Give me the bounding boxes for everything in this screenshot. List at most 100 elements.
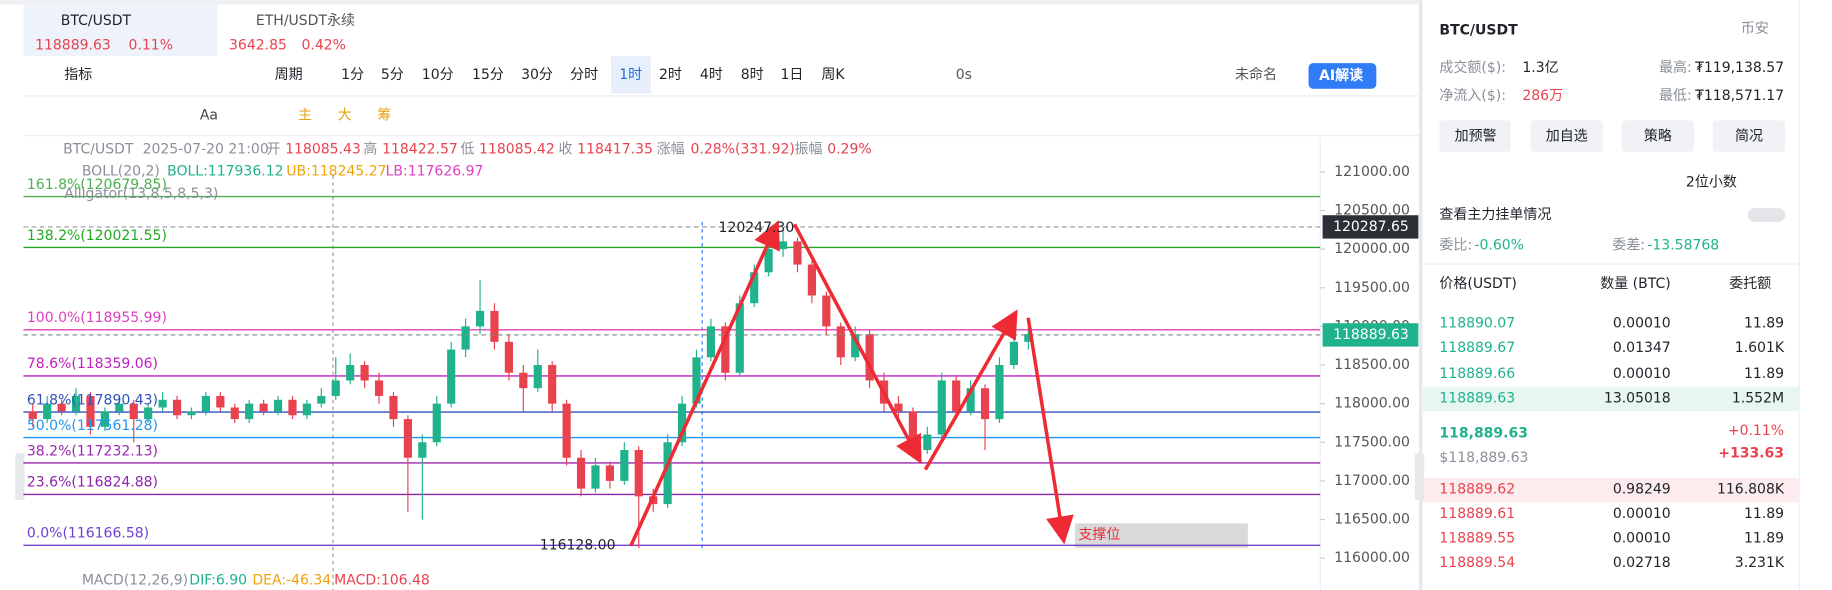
plot	[23, 195, 1321, 549]
exchange: 币安	[1741, 21, 1769, 37]
candle-body	[432, 403, 441, 443]
button-bg[interactable]	[1621, 120, 1695, 152]
tool[interactable]: 筹	[377, 107, 391, 124]
arrow	[792, 223, 922, 465]
candle-body	[245, 403, 254, 420]
tab-price: 3642.85	[229, 38, 287, 54]
tool[interactable]: 主	[298, 108, 312, 124]
scroll-handle[interactable]	[1414, 453, 1425, 501]
order-total: 116.808K	[1717, 482, 1785, 498]
price-tag	[1322, 323, 1419, 347]
candle-body	[793, 241, 802, 265]
ohlc-info: 高	[363, 141, 377, 158]
order-qty: 0.00010	[1613, 316, 1671, 332]
candle-body	[115, 403, 124, 412]
order-total: 11.89	[1744, 506, 1784, 522]
toolbar-button[interactable]: 周期	[275, 67, 303, 83]
indicator-label: DIF:6.90	[189, 573, 247, 589]
interval-button[interactable]: 1分	[341, 67, 364, 83]
interval-button[interactable]: 1时	[619, 67, 642, 83]
fib-label: 0.0%(116166.58)	[27, 526, 149, 542]
order-price: 118889.54	[1439, 555, 1515, 571]
column-header: 价格(USDT)	[1439, 276, 1516, 292]
panel-button[interactable]: 简况	[1735, 128, 1763, 145]
candle-body	[288, 399, 297, 416]
tool[interactable]: Aa	[200, 108, 218, 124]
active-interval-bg	[611, 56, 651, 94]
indicator-label: MACD(12,26,9)	[82, 573, 188, 589]
ohlc-info: 0.28%(331.92)	[691, 142, 795, 158]
candle-body	[952, 380, 961, 412]
candle-body	[764, 249, 773, 273]
indicator-label: UB:118245.27	[286, 164, 386, 180]
fib-label: 138.2%(120021.55)	[27, 228, 167, 244]
ohlc-info: 低	[460, 142, 474, 158]
ai-label[interactable]: AI解读	[1319, 67, 1363, 84]
candle-body	[980, 388, 990, 420]
tool[interactable]: 大	[338, 108, 352, 124]
y-tick-label: 121000.00	[1334, 164, 1410, 180]
order-qty: 0.00010	[1613, 531, 1671, 547]
panel-button[interactable]: 加自选	[1546, 129, 1588, 145]
ohlc-info: 118422.57	[382, 142, 458, 158]
candle-body	[317, 395, 326, 404]
drawn-arrows	[629, 220, 1074, 547]
active-tab[interactable]	[23, 4, 218, 57]
interval-button[interactable]: 5分	[381, 67, 404, 83]
interval-button[interactable]: 周K	[821, 67, 845, 83]
toolbar-button[interactable]: 指标	[64, 67, 92, 83]
last-change: +0.11%	[1728, 423, 1784, 439]
interval-button[interactable]: 30分	[521, 67, 553, 83]
button-bg[interactable]	[1439, 120, 1511, 152]
interval-button[interactable]: 4时	[700, 67, 723, 83]
candle-body	[302, 403, 311, 416]
column-header: 数量 (BTC)	[1600, 276, 1671, 292]
fib-label: 23.6%(116824.88)	[27, 475, 158, 491]
candle-body	[447, 349, 456, 404]
interval-button[interactable]: 分时	[570, 67, 598, 83]
interval-button[interactable]: 8时	[741, 67, 764, 83]
scroll-handle[interactable]	[15, 453, 25, 501]
ohlc-info: 0.29%	[827, 142, 871, 158]
tab-symbol[interactable]: BTC/USDT	[61, 13, 132, 29]
y-tick-label: 116500.00	[1334, 512, 1410, 528]
indicator-label: LB:117626.97	[386, 164, 484, 180]
ai-button[interactable]	[1308, 63, 1377, 89]
order-qty: 0.01347	[1613, 340, 1671, 356]
order-total: 11.89	[1744, 531, 1784, 547]
interval-button[interactable]: 15分	[472, 67, 504, 83]
top-strip	[0, 0, 1420, 5]
candle-body	[374, 380, 384, 396]
panel-button[interactable]: 策略	[1644, 128, 1672, 145]
y-tick-label: 118000.00	[1334, 396, 1410, 412]
candle-body	[778, 241, 788, 250]
candle-body	[28, 411, 37, 420]
toggle[interactable]	[1747, 207, 1786, 222]
candle-body	[677, 403, 687, 443]
button-bg[interactable]	[1530, 120, 1603, 152]
tab-symbol[interactable]: ETH/USDT永续	[256, 12, 355, 29]
candle-body	[735, 303, 744, 373]
decimals-select[interactable]: 2位小数	[1686, 174, 1737, 190]
panel-button[interactable]: 加预警	[1455, 129, 1497, 145]
interval-button[interactable]: 1日	[780, 67, 803, 83]
candle-body	[172, 399, 182, 416]
column-header[interactable]: 委托额	[1729, 276, 1771, 292]
layout-name[interactable]: 未命名	[1235, 66, 1277, 83]
candle-body	[331, 380, 340, 396]
stat-label: 委差:	[1612, 237, 1645, 253]
candle-body	[475, 310, 485, 327]
candle-body	[403, 419, 412, 458]
order-qty: 0.02718	[1613, 555, 1671, 571]
ohlc-info: 收	[558, 142, 572, 158]
interval-button[interactable]: 10分	[422, 67, 454, 83]
stat-label: 净流入($):	[1439, 88, 1506, 104]
orders-link[interactable]: 查看主力挂单情况	[1439, 207, 1551, 223]
stat-value: 286万	[1522, 88, 1563, 104]
y-tick-label: 117500.00	[1334, 434, 1410, 450]
interval-button[interactable]: 2时	[659, 67, 682, 83]
candle-body	[822, 295, 831, 327]
ask-highlight	[1423, 386, 1800, 412]
button-bg[interactable]	[1712, 120, 1786, 152]
candle-body	[605, 465, 614, 481]
